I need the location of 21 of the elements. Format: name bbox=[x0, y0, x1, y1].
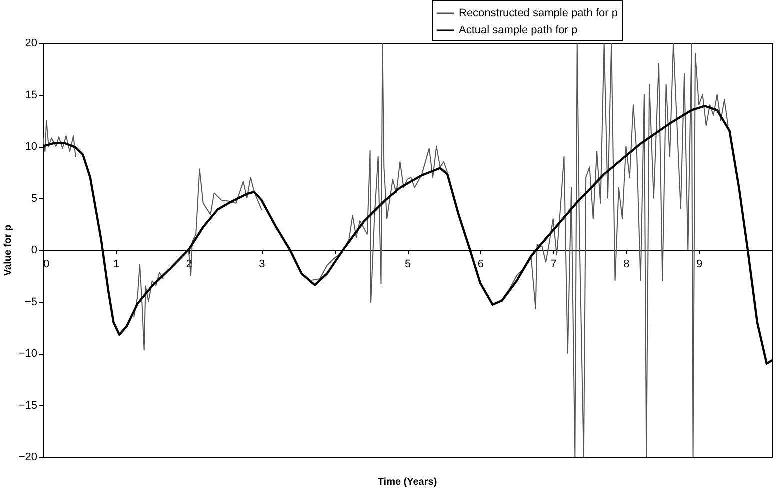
x-tick-label: 9 bbox=[696, 258, 703, 270]
y-tick-label: −20 bbox=[18, 452, 38, 464]
x-tick-label: 1 bbox=[113, 258, 120, 270]
x-tick-label: 6 bbox=[478, 258, 484, 270]
y-tick-label: 15 bbox=[25, 89, 38, 102]
y-tick-label: 20 bbox=[25, 38, 38, 50]
y-axis-title: Value for p bbox=[2, 224, 14, 276]
y-tick-label: 0 bbox=[31, 244, 38, 256]
x-tick-label: 3 bbox=[259, 258, 266, 270]
y-tick-label: 10 bbox=[25, 141, 38, 153]
x-tick-label: 5 bbox=[404, 258, 412, 270]
y-tick-label: −10 bbox=[18, 348, 38, 360]
x-tick-label: 8 bbox=[624, 258, 630, 270]
y-tick-label: 5 bbox=[31, 192, 38, 205]
x-axis-title: Time (Years) bbox=[378, 477, 438, 488]
y-tick-label: −15 bbox=[18, 400, 38, 412]
x-tick-label: 7 bbox=[550, 258, 557, 270]
x-tick-label: 0 bbox=[44, 258, 50, 270]
legend-label: Reconstructed sample path for p bbox=[459, 8, 618, 20]
legend-label: Actual sample path for p bbox=[459, 24, 578, 36]
y-tick-label: −5 bbox=[24, 296, 38, 308]
